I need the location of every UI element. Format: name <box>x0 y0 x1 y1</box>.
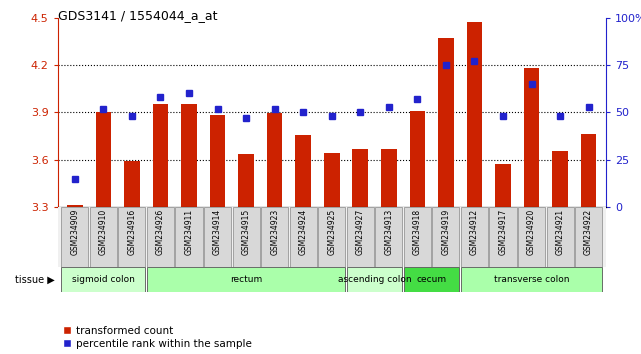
Text: GSM234917: GSM234917 <box>499 209 508 255</box>
Bar <box>547 207 574 267</box>
Bar <box>347 267 403 292</box>
Text: GDS3141 / 1554044_a_at: GDS3141 / 1554044_a_at <box>58 9 217 22</box>
Bar <box>518 207 545 267</box>
Text: sigmoid colon: sigmoid colon <box>72 275 135 284</box>
Bar <box>347 207 374 267</box>
Bar <box>575 207 602 267</box>
Text: GSM234927: GSM234927 <box>356 209 365 255</box>
Text: GSM234923: GSM234923 <box>270 209 279 255</box>
Text: GSM234925: GSM234925 <box>327 209 337 255</box>
Bar <box>432 207 460 267</box>
Bar <box>461 207 488 267</box>
Text: GSM234914: GSM234914 <box>213 209 222 255</box>
Bar <box>553 151 568 207</box>
Text: GSM234911: GSM234911 <box>185 209 194 255</box>
Text: GSM234909: GSM234909 <box>71 209 79 255</box>
Bar <box>410 111 425 207</box>
Text: cecum: cecum <box>417 275 447 284</box>
Bar <box>210 115 226 207</box>
Text: GSM234916: GSM234916 <box>128 209 137 255</box>
Bar <box>238 154 254 207</box>
Bar <box>181 104 197 207</box>
Bar <box>147 207 174 267</box>
Bar <box>467 22 482 207</box>
Bar <box>375 207 403 267</box>
Text: rectum: rectum <box>230 275 262 284</box>
Text: tissue ▶: tissue ▶ <box>15 274 55 284</box>
Bar <box>62 267 146 292</box>
Bar <box>261 207 288 267</box>
Text: ascending colon: ascending colon <box>338 275 412 284</box>
Text: GSM234920: GSM234920 <box>527 209 536 255</box>
Text: GSM234924: GSM234924 <box>299 209 308 255</box>
Bar <box>176 207 203 267</box>
Legend: transformed count, percentile rank within the sample: transformed count, percentile rank withi… <box>63 326 253 349</box>
Bar <box>67 205 83 207</box>
Bar <box>153 104 169 207</box>
Text: GSM234915: GSM234915 <box>242 209 251 255</box>
Bar <box>147 267 345 292</box>
Bar <box>318 207 345 267</box>
Bar <box>267 113 283 207</box>
Bar <box>353 149 368 207</box>
Bar <box>581 135 597 207</box>
Text: GSM234926: GSM234926 <box>156 209 165 255</box>
Bar <box>204 207 231 267</box>
Bar <box>119 207 146 267</box>
Bar <box>404 267 460 292</box>
Bar <box>96 113 111 207</box>
Bar <box>404 207 431 267</box>
Bar <box>324 153 340 207</box>
Bar <box>124 160 140 207</box>
Bar <box>461 267 602 292</box>
Text: GSM234913: GSM234913 <box>385 209 394 255</box>
Bar <box>495 164 511 207</box>
Bar <box>524 68 539 207</box>
Bar <box>438 38 454 207</box>
Bar <box>90 207 117 267</box>
Bar <box>381 149 397 207</box>
Bar <box>233 207 260 267</box>
Bar <box>62 207 88 267</box>
Text: GSM234918: GSM234918 <box>413 209 422 255</box>
Text: GSM234921: GSM234921 <box>556 209 565 255</box>
Text: GSM234922: GSM234922 <box>584 209 593 255</box>
Text: transverse colon: transverse colon <box>494 275 569 284</box>
Bar <box>290 207 317 267</box>
Bar <box>490 207 517 267</box>
Bar <box>296 135 311 207</box>
Text: GSM234912: GSM234912 <box>470 209 479 255</box>
Text: GSM234910: GSM234910 <box>99 209 108 255</box>
Text: GSM234919: GSM234919 <box>442 209 451 255</box>
